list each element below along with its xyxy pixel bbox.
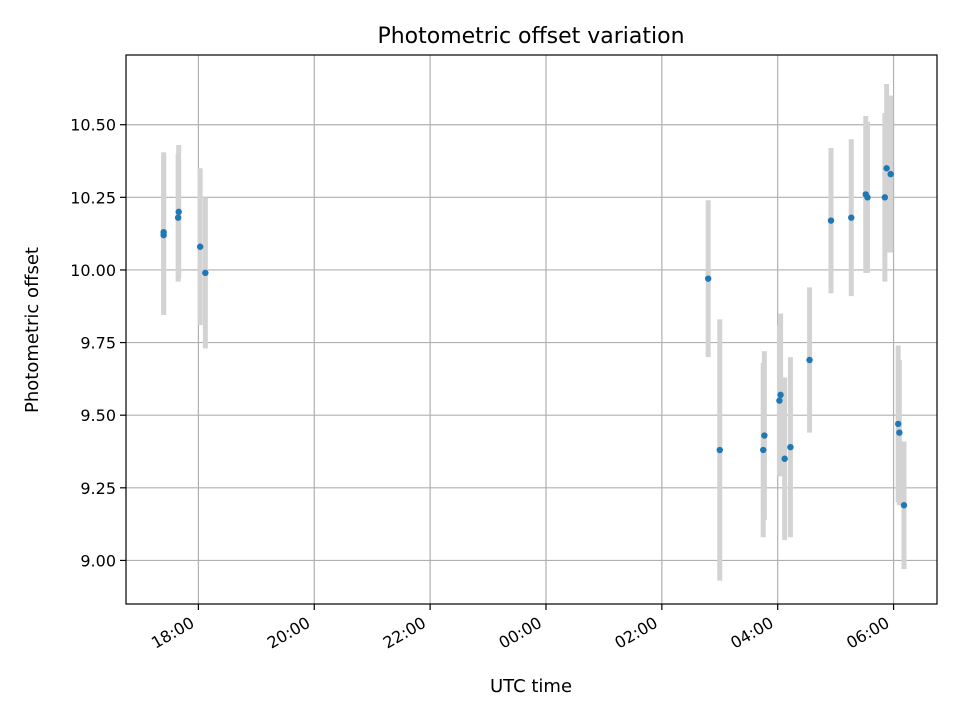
data-point (174, 214, 182, 221)
y-tick-label: 10.50 (70, 116, 116, 135)
data-point (761, 432, 768, 439)
y-tick-label: 10.25 (70, 188, 116, 207)
y-tick-label: 9.00 (80, 551, 116, 570)
y-tick-label: 9.25 (80, 479, 116, 498)
data-point (827, 217, 835, 224)
data-point (883, 165, 890, 172)
data-point (848, 214, 855, 221)
y-tick-label: 9.50 (80, 406, 116, 425)
data-point (716, 446, 723, 454)
data-point (196, 243, 204, 250)
plot-frame (125, 54, 938, 605)
y-axis-ticks: 9.00 9.25 9.50 9.75 10.00 10.25 10.50 (70, 116, 126, 570)
data-point (894, 420, 902, 428)
data-point (704, 275, 712, 282)
data-point (781, 455, 788, 462)
data-point (776, 397, 783, 404)
data-point (760, 446, 767, 454)
data-point (887, 170, 894, 178)
data-point (777, 391, 784, 399)
data-point (160, 228, 167, 236)
x-axis-label: UTC time (490, 676, 572, 697)
data-point (881, 194, 889, 201)
data-point (787, 443, 794, 451)
data-point (864, 194, 871, 201)
data-point (896, 429, 903, 436)
y-axis-label: Photometric offset (22, 247, 43, 413)
data-points (160, 165, 908, 509)
data-point (900, 502, 908, 509)
y-tick-label: 10.00 (70, 261, 116, 280)
data-point (806, 356, 813, 364)
data-point (202, 269, 209, 277)
y-tick-label: 9.75 (80, 334, 116, 353)
chart-title: Photometric offset variation (377, 24, 684, 49)
data-point (175, 208, 182, 216)
